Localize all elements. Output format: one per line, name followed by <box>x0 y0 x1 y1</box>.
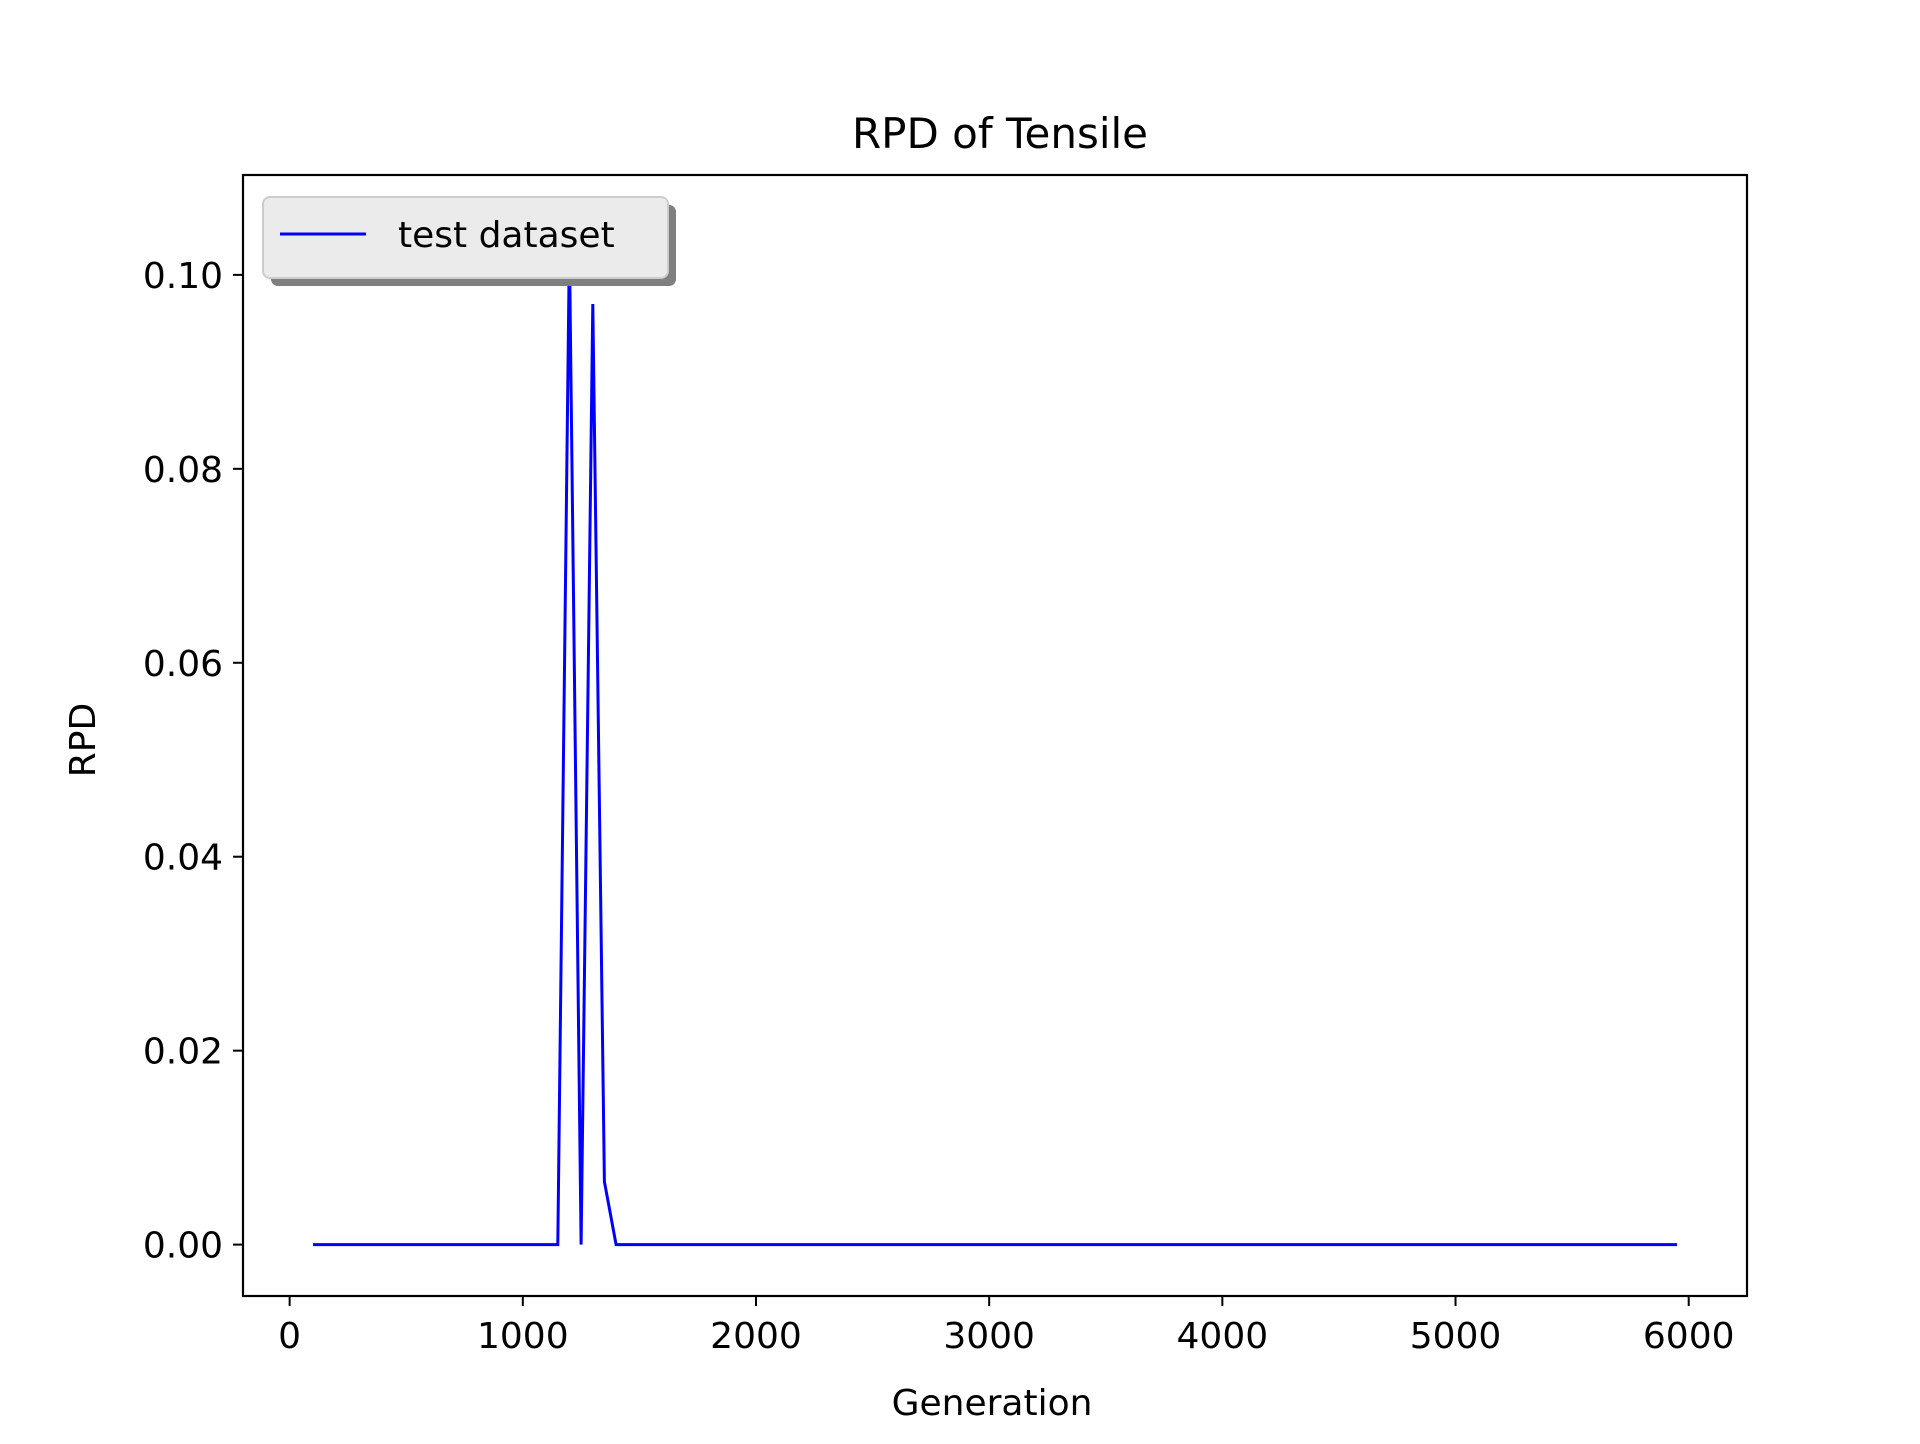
x-tick-label: 5000 <box>1410 1316 1502 1357</box>
x-tick-label: 6000 <box>1643 1316 1735 1357</box>
y-tick-label: 0.06 <box>143 644 223 685</box>
series-line-0 <box>313 245 1677 1247</box>
y-tick-label: 0.04 <box>143 838 223 879</box>
y-tick-label: 0.10 <box>143 256 223 297</box>
chart-title: RPD of Tensile <box>852 109 1148 158</box>
x-tick-label: 1000 <box>477 1316 569 1357</box>
y-tick-label: 0.02 <box>143 1032 223 1073</box>
legend-box <box>262 196 669 279</box>
y-axis-label: RPD <box>63 703 104 777</box>
x-axis-label: Generation <box>892 1383 1093 1424</box>
legend-label: test dataset <box>398 215 615 256</box>
x-tick-label: 2000 <box>710 1316 802 1357</box>
y-tick-label: 0.08 <box>143 450 223 491</box>
x-tick-label: 3000 <box>943 1316 1035 1357</box>
y-tick-label: 0.00 <box>143 1226 223 1267</box>
x-tick-label: 4000 <box>1177 1316 1269 1357</box>
plot-area: 0 1000 2000 3000 4000 5000 6000 0.00 0.02 0.04 0.0… <box>143 173 1749 1357</box>
axes-frame <box>241 173 1749 1298</box>
x-tick-label: 0 <box>278 1316 301 1357</box>
